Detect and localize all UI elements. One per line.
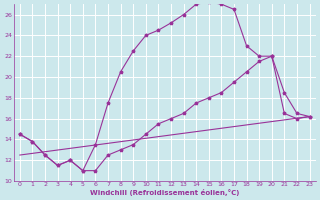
X-axis label: Windchill (Refroidissement éolien,°C): Windchill (Refroidissement éolien,°C) xyxy=(90,189,239,196)
